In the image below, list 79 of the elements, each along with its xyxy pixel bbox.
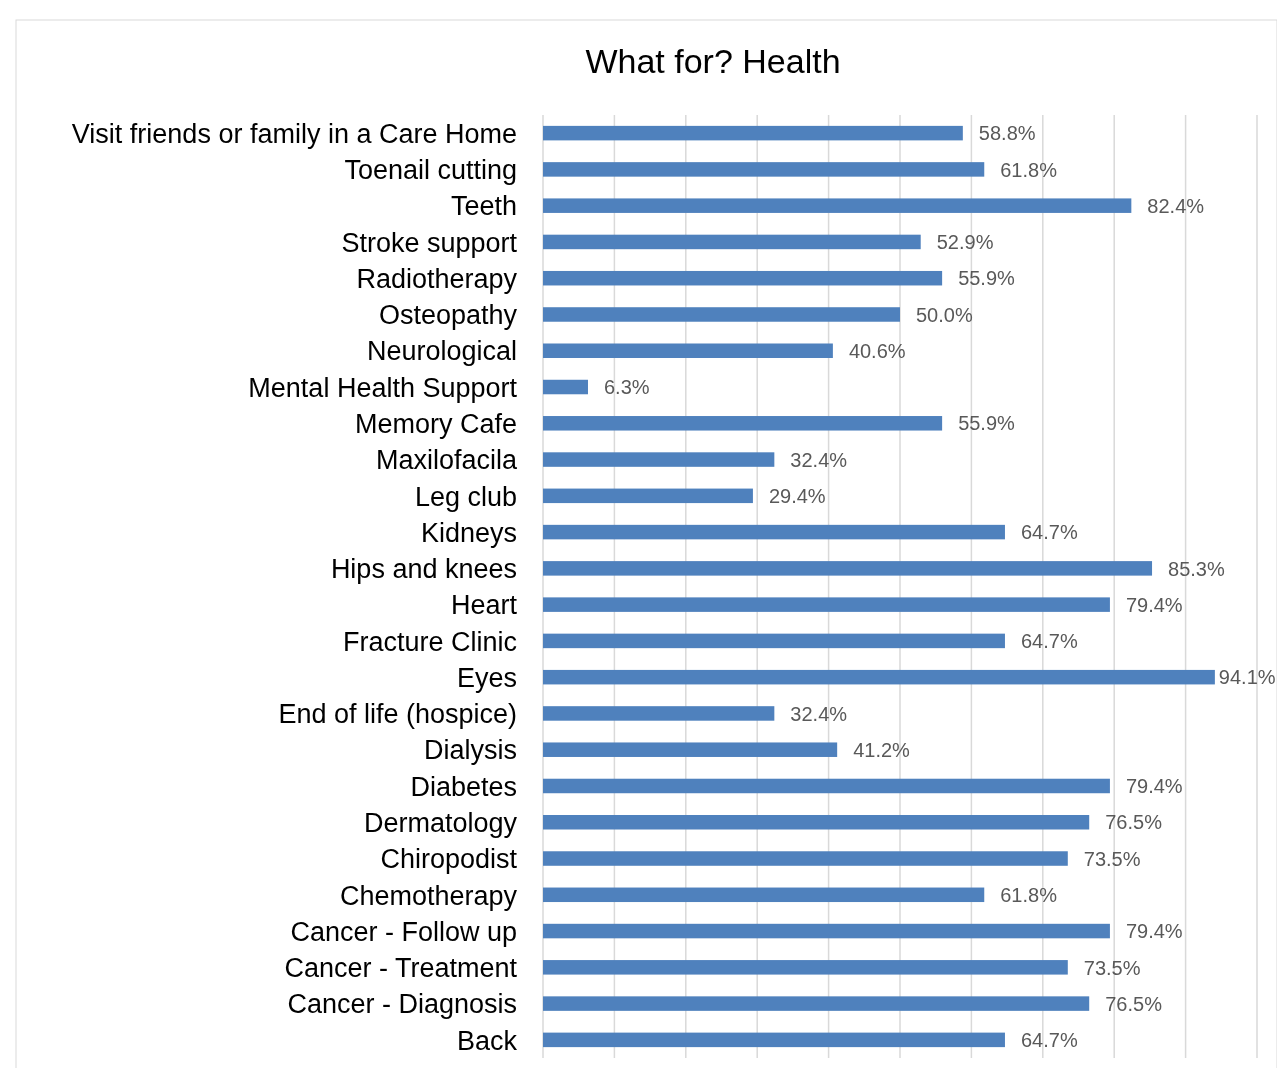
bar	[543, 996, 1090, 1011]
y-tick-label: Toenail cutting	[344, 155, 517, 186]
y-tick-label: Leg club	[414, 481, 517, 512]
bar	[543, 742, 838, 757]
bar	[543, 416, 943, 431]
data-label: 29.4%	[768, 485, 826, 508]
bar	[543, 851, 1068, 866]
y-tick-label: Back	[456, 1025, 518, 1056]
data-label: 6.3%	[603, 376, 650, 399]
bar	[543, 162, 985, 177]
y-tick-label: Fracture Clinic	[342, 626, 517, 657]
bar	[543, 923, 1110, 939]
data-label: 32.4%	[790, 448, 848, 471]
data-label: 79.4%	[1125, 920, 1183, 943]
bar	[543, 887, 985, 903]
y-tick-label: Radiotherapy	[356, 263, 518, 294]
bar	[543, 488, 753, 504]
data-label: 61.8%	[1000, 158, 1058, 181]
y-tick-label: Cancer - Follow up	[290, 916, 517, 947]
y-tick-label: Dialysis	[423, 735, 517, 766]
data-label: 52.9%	[936, 231, 994, 254]
data-label: 79.4%	[1125, 593, 1183, 616]
bar	[543, 343, 833, 358]
data-label: 79.4%	[1125, 775, 1183, 798]
y-tick-label: Maxilofacila	[375, 445, 518, 476]
chart-title: What for? Health	[585, 42, 841, 80]
bar	[543, 561, 1153, 576]
bar	[543, 597, 1110, 612]
data-label: 64.7%	[1020, 630, 1078, 653]
data-label: 73.5%	[1083, 847, 1141, 870]
bar	[543, 307, 900, 322]
bar	[543, 234, 921, 250]
data-label: 41.2%	[853, 738, 911, 761]
y-tick-label: Osteopathy	[378, 300, 518, 331]
y-tick-label: Hips and knees	[330, 554, 517, 585]
y-tick-label: Visit friends or family in a Care Home	[71, 118, 517, 149]
data-label: 50.0%	[916, 303, 973, 326]
data-label: 73.5%	[1083, 956, 1141, 979]
bar	[543, 633, 1005, 649]
bar	[543, 379, 588, 395]
y-tick-label: End of life (hospice)	[278, 699, 517, 730]
bar	[543, 778, 1110, 794]
y-tick-label: Kidneys	[420, 517, 517, 548]
y-tick-label: Memory Cafe	[354, 409, 517, 440]
y-tick-label: Cancer - Treatment	[284, 953, 518, 984]
bar	[543, 198, 1132, 213]
y-tick-label: Chiropodist	[380, 844, 518, 875]
data-label: 55.9%	[958, 267, 1016, 290]
data-label: 58.8%	[978, 122, 1036, 145]
bar	[543, 524, 1005, 540]
data-label: 82.4%	[1147, 194, 1205, 217]
y-tick-label: Diabetes	[410, 771, 517, 802]
y-tick-label: Teeth	[450, 191, 517, 222]
bar	[543, 815, 1090, 830]
y-tick-label: Chemotherapy	[339, 880, 518, 911]
data-label: 76.5%	[1105, 992, 1163, 1015]
y-tick-label: Mental Health Support	[248, 372, 518, 403]
bar	[543, 669, 1215, 685]
data-label: 64.7%	[1020, 1029, 1078, 1052]
y-tick-label: Dermatology	[363, 807, 518, 838]
bar	[543, 452, 775, 467]
y-tick-label: Cancer - Diagnosis	[287, 989, 517, 1020]
data-label: 55.9%	[958, 412, 1016, 435]
bar	[543, 1032, 1005, 1048]
data-label: 76.5%	[1105, 811, 1163, 834]
data-label: 61.8%	[1000, 883, 1058, 906]
y-tick-label: Stroke support	[341, 227, 518, 258]
bar	[543, 270, 943, 286]
y-tick-label: Eyes	[456, 662, 517, 693]
bar	[543, 960, 1068, 975]
y-tick-label: Heart	[450, 590, 518, 621]
data-label: 64.7%	[1020, 521, 1078, 544]
data-label: 32.4%	[790, 702, 848, 725]
bar	[543, 706, 775, 721]
y-tick-label: Neurological	[366, 336, 517, 367]
data-label: 94.1%	[1218, 666, 1276, 689]
bar	[543, 125, 963, 141]
data-label: 40.6%	[848, 339, 906, 362]
data-label: 85.3%	[1168, 557, 1225, 580]
